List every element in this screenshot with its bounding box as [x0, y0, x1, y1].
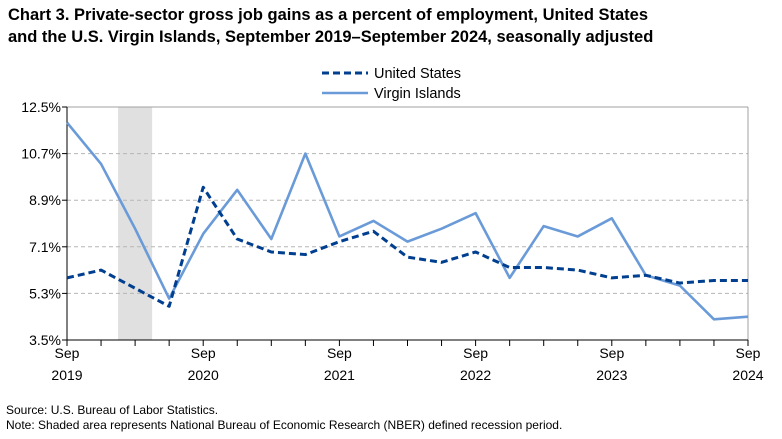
x-tick-label-month: Sep — [55, 345, 80, 361]
series-line-virgin-islands — [65, 121, 749, 321]
x-tick-label-year: 2021 — [324, 367, 355, 383]
y-tick-label: 3.5% — [29, 332, 61, 348]
x-tick-label-year: 2020 — [188, 367, 219, 383]
y-tick-label: 8.9% — [29, 192, 61, 208]
x-tick-label-month: Sep — [327, 345, 352, 361]
source-note: Source: U.S. Bureau of Labor Statistics. — [6, 403, 219, 417]
recession-note: Note: Shaded area represents National Bu… — [6, 418, 563, 432]
x-tick-label-year: 2023 — [596, 367, 627, 383]
legend-label: United States — [374, 66, 461, 82]
x-tick-label-month: Sep — [736, 345, 761, 361]
y-tick-label: 7.1% — [29, 239, 61, 255]
recession-shade — [118, 107, 153, 340]
y-tick-label: 12.5% — [21, 99, 61, 115]
x-tick-label-year: 2024 — [732, 367, 763, 383]
chart-title: Chart 3. Private-sector gross job gains … — [8, 4, 778, 48]
y-tick-label: 5.3% — [29, 285, 61, 301]
series-line-united-states — [66, 185, 748, 308]
chart-title-line2: and the U.S. Virgin Islands, September 2… — [8, 28, 654, 46]
y-tick-label: 10.7% — [21, 146, 61, 162]
x-tick-label-year: 2022 — [460, 367, 491, 383]
x-tick-label-month: Sep — [463, 345, 488, 361]
x-tick-label-month: Sep — [191, 345, 216, 361]
chart-title-line1: Chart 3. Private-sector gross job gains … — [8, 6, 649, 24]
x-tick-label-month: Sep — [599, 345, 624, 361]
x-tick-label-year: 2019 — [51, 367, 82, 383]
legend-label: Virgin Islands — [374, 86, 461, 102]
